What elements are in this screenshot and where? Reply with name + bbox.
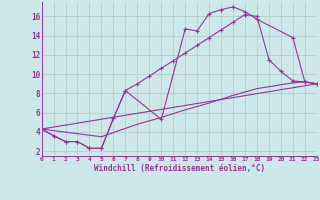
- X-axis label: Windchill (Refroidissement éolien,°C): Windchill (Refroidissement éolien,°C): [94, 164, 265, 173]
